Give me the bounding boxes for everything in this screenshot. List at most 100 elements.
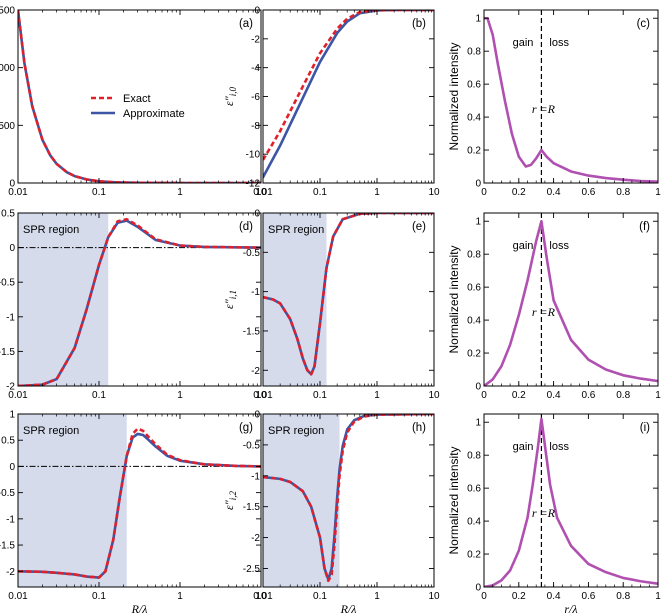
panel-b: 0.01 0.1 1 10-12-10-8-6-4-20(b)ε″i,0 bbox=[222, 6, 440, 199]
y-tick-label: -2 bbox=[6, 567, 15, 578]
intensity-line bbox=[484, 417, 658, 587]
x-tick-label: 1 bbox=[177, 390, 183, 401]
y-tick-label: -2.5 bbox=[243, 564, 261, 575]
gain-label: gain bbox=[513, 37, 534, 49]
panel-i: 0 0.2 0.4 0.6 0.8 1 0 0.2 0.4 0.6 0.8 1 (i) gain loss r… bbox=[447, 413, 661, 616]
spr-region bbox=[18, 213, 109, 386]
y-axis-label: ε″i,0 bbox=[222, 87, 238, 106]
x-tick-label: 10 bbox=[428, 591, 440, 602]
panel-e: SPR region 0.01 0.1 1 10 -2 -1.5 -1 -0.5 0 (e) ε″i,… bbox=[222, 209, 440, 402]
x-tick-label: 1 bbox=[374, 187, 380, 198]
y-tick-label: 500 bbox=[0, 121, 15, 132]
y-tick-label: 1 bbox=[475, 418, 481, 429]
loss-label: loss bbox=[549, 240, 569, 252]
y-tick-label: -0.5 bbox=[243, 440, 261, 451]
panel-frame bbox=[17, 212, 262, 387]
x-tick-label: 1 bbox=[177, 187, 183, 198]
spr-region-label: SPR region bbox=[268, 224, 324, 236]
series-group bbox=[18, 217, 261, 386]
x-axis-label: R/λ bbox=[340, 602, 357, 616]
y-tick-label: -6 bbox=[251, 92, 260, 103]
spr-region-label: SPR region bbox=[23, 224, 79, 236]
spr-region bbox=[263, 414, 340, 587]
y-tick-label: -2 bbox=[251, 533, 260, 544]
panel-label-e: (e) bbox=[412, 221, 426, 233]
y-tick-label: 0.6 bbox=[467, 80, 481, 91]
x-tick-label: 0.6 bbox=[581, 187, 595, 198]
x-tick-label: 1 bbox=[655, 187, 661, 198]
y-tick-label: -10 bbox=[246, 150, 261, 161]
x-tick-label: 0.1 bbox=[92, 591, 106, 602]
y-tick-label: 1 bbox=[475, 217, 481, 228]
y-axis-label-text: ε″i,0 bbox=[222, 87, 238, 106]
x-tick-label: 10 bbox=[255, 591, 267, 602]
panel-label-g: (g) bbox=[239, 422, 253, 434]
spr-region-label: SPR region bbox=[268, 425, 324, 437]
x-tick-label: 0.6 bbox=[581, 591, 595, 602]
y-tick-label: -1.5 bbox=[243, 326, 261, 337]
y-axis-label-text: Normalized intensity bbox=[447, 245, 461, 353]
series-group bbox=[263, 213, 434, 376]
x-tick-label: 0.6 bbox=[581, 390, 595, 401]
y-axis-label: Normalized intensity bbox=[447, 446, 461, 554]
y-tick-label: 0.6 bbox=[467, 283, 481, 294]
series-group bbox=[18, 427, 261, 579]
panel-frame bbox=[483, 413, 659, 588]
y-tick-label: 0 bbox=[475, 179, 481, 190]
y-tick-label: 1000 bbox=[0, 63, 15, 74]
x-tick-label: 0.1 bbox=[92, 390, 106, 401]
y-tick-label: 0.2 bbox=[467, 550, 481, 561]
gain-label: gain bbox=[513, 240, 534, 252]
panel-label-h: (h) bbox=[412, 422, 426, 434]
panel-label-f: (f) bbox=[639, 221, 650, 233]
panel-label-c: (c) bbox=[637, 18, 651, 30]
y-tick-label: -12 bbox=[246, 179, 261, 190]
y-tick-label: -0.5 bbox=[0, 278, 15, 289]
panel-label-d: (d) bbox=[239, 221, 253, 233]
y-tick-label: 1500 bbox=[0, 6, 15, 17]
y-tick-label: -8 bbox=[251, 121, 260, 132]
y-tick-label: 0.5 bbox=[1, 209, 15, 220]
x-tick-label: 10 bbox=[255, 390, 267, 401]
x-axis-label: r/λ bbox=[564, 602, 577, 616]
loss-label: loss bbox=[549, 441, 569, 453]
x-tick-label: 1 bbox=[374, 390, 380, 401]
approximate-line bbox=[263, 10, 434, 179]
panel-label-b: (b) bbox=[412, 18, 426, 30]
x-tick-label: 0.2 bbox=[512, 187, 526, 198]
y-tick-label: 0 bbox=[9, 243, 15, 254]
x-tick-label: 10 bbox=[428, 390, 440, 401]
exact-line bbox=[263, 10, 434, 161]
y-tick-label: -1.5 bbox=[0, 347, 15, 358]
y-tick-label: 0.8 bbox=[467, 451, 481, 462]
y-tick-label: 0 bbox=[254, 410, 260, 421]
exact-line bbox=[263, 414, 434, 583]
y-tick-label: 1 bbox=[9, 410, 15, 421]
y-axis-label: ε″i,1 bbox=[222, 290, 238, 309]
y-tick-label: 0 bbox=[9, 462, 15, 473]
r-eq-R-label: r =R bbox=[532, 305, 556, 319]
y-tick-label: 0.2 bbox=[467, 349, 481, 360]
x-tick-label: 1 bbox=[374, 591, 380, 602]
y-tick-label: -4 bbox=[251, 63, 260, 74]
y-tick-label: 0 bbox=[9, 179, 15, 190]
x-tick-label: 0.2 bbox=[512, 390, 526, 401]
y-axis-label: Normalized intensity bbox=[447, 245, 461, 353]
y-tick-label: -2 bbox=[251, 366, 260, 377]
y-tick-label: -2 bbox=[6, 382, 15, 393]
y-tick-label: 0 bbox=[475, 583, 481, 594]
x-tick-label: 0.1 bbox=[313, 591, 327, 602]
legend-approx-label: Approximate bbox=[123, 108, 185, 120]
x-tick-label: 0 bbox=[481, 187, 487, 198]
x-tick-label: 0.4 bbox=[547, 591, 561, 602]
y-tick-label: -1 bbox=[6, 312, 15, 323]
x-tick-label: 0.2 bbox=[512, 591, 526, 602]
panel-c: 0 0.2 0.4 0.6 0.8 1 0 0.2 0.4 0.6 0.8 1 (c) gain loss r… bbox=[447, 9, 661, 198]
y-tick-label: -1 bbox=[6, 514, 15, 525]
intensity-line bbox=[484, 16, 658, 183]
y-tick-label: 1 bbox=[475, 14, 481, 25]
y-tick-label: 0.5 bbox=[1, 436, 15, 447]
x-tick-label: 0.8 bbox=[616, 187, 630, 198]
y-tick-label: -1.5 bbox=[243, 502, 261, 513]
y-tick-label: -0.5 bbox=[243, 248, 261, 259]
